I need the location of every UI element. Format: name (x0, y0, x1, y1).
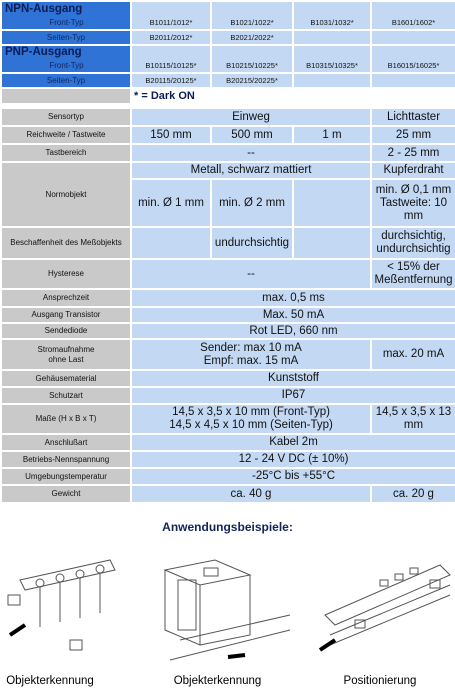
cell: min. Ø 2 mm (210, 178, 294, 228)
cell: 14,5 x 3,5 x 13 mm (370, 403, 455, 435)
row-label: Gehäusematerial (0, 369, 132, 388)
cell-line: 14,5 x 3,5 x 10 mm (Front-Typ) (172, 406, 330, 418)
header-sub: Seiten-Typ (0, 29, 132, 46)
cell: Rot LED, 660 nm (130, 322, 455, 340)
caption: Objekterkennung (173, 675, 262, 687)
cell-line: Empf: max. 15 mA (203, 354, 299, 367)
header-title: NPN-Ausgang (5, 2, 83, 15)
cell: max. 20 mA (370, 338, 455, 371)
row-label: Reichweite / Tastweite (0, 125, 132, 145)
cell: < 15% der Meßentfernung (370, 258, 455, 290)
part-no: B16015/16025* (370, 44, 455, 74)
cell: Max. 50 mA (130, 306, 455, 324)
header-title: PNP-Ausgang (5, 46, 82, 58)
row-label: Ausgang Transistor (0, 306, 132, 324)
header-cell: NPN-Ausgang Front-Typ (0, 0, 132, 31)
cell: 2 - 25 mm (370, 143, 455, 163)
row-label: Ansprechzeit (0, 288, 132, 308)
part-no: B20215/20225* (210, 72, 294, 89)
part-no: B1601/1602* (370, 0, 455, 31)
cell: -- (130, 143, 372, 163)
row-label: Beschaffenheit des Meßobjekts (0, 226, 132, 260)
cell: 150 mm (130, 125, 212, 145)
header-sub: Seiten-Typ (0, 72, 132, 89)
examples-title: Anwendungsbeispiele: (162, 520, 293, 534)
row-label: Maße (H x B x T) (0, 403, 132, 435)
cell: Einweg (130, 107, 372, 127)
part-no: B2021/2022* (210, 29, 294, 46)
row-label: Gewicht (0, 484, 132, 504)
part-no: B10115/10125* (130, 44, 212, 74)
cell: durchsichtig, undurchsichtig (370, 226, 455, 260)
examples-illustrations (7, 559, 451, 661)
row-label: Stromaufnahme ohne Last (0, 338, 132, 371)
cell: Metall, schwarz mattiert (130, 161, 372, 180)
cell: max. 0,5 ms (130, 288, 455, 308)
cell: -25°C bis +55°C (130, 467, 455, 486)
header-sub: Front-Typ (49, 17, 84, 27)
cell: min. Ø 0,1 mm Tastweite: 10 mm (370, 178, 455, 228)
cell: 500 mm (210, 125, 294, 145)
row-label: Schutzart (0, 386, 132, 405)
cell: Sender: max 10 mA Empf: max. 15 mA (130, 338, 372, 371)
cell: Kabel 2m (130, 433, 455, 452)
caption: Positionierung (343, 675, 417, 687)
row-label: Sensortyp (0, 107, 132, 127)
cell-line: 14,5 x 4,5 x 10 mm (Seiten-Typ) (169, 419, 333, 431)
row-label: Umgebungstemperatur (0, 467, 132, 486)
spec-table: NPN-Ausgang Front-Typ B1011/1012* B1021/10… (0, 0, 455, 504)
cell-line: Sender: max 10 mA (200, 341, 302, 354)
row-label: Sendediode (0, 322, 132, 340)
header-cell: PNP-Ausgang Front-Typ (0, 44, 132, 74)
part-no: B1021/1022* (210, 0, 294, 31)
cell: ca. 40 g (130, 484, 372, 504)
cell: 25 mm (370, 125, 455, 145)
note: * = Dark ON (130, 87, 455, 105)
cell: IP67 (130, 386, 455, 405)
part-no: B10315/10325* (292, 44, 372, 74)
row-label: Tastbereich (0, 143, 132, 163)
cell: Kupferdraht (370, 161, 455, 180)
header-sub: Front-Typ (49, 61, 84, 70)
cell: Lichttaster (370, 107, 455, 127)
cell: undurchsichtig (210, 226, 294, 260)
illustration (7, 559, 451, 661)
cell: Kunststoff (130, 369, 455, 388)
row-label: Betriebs-Nennspannung (0, 450, 132, 469)
row-label: Normobjekt (0, 161, 132, 228)
cell: 1 m (292, 125, 372, 145)
row-label: Hysterese (0, 258, 132, 290)
part-no: B1031/1032* (292, 0, 372, 31)
cell: ca. 20 g (370, 484, 455, 504)
part-no: B2011/2012* (130, 29, 212, 46)
part-no: B10215/10225* (210, 44, 294, 74)
caption: Objekterkennung (6, 675, 94, 687)
cell: min. Ø 1 mm (130, 178, 212, 228)
cell: 12 - 24 V DC (± 10%) (130, 450, 455, 469)
part-no: B1011/1012* (130, 0, 212, 31)
cell: 14,5 x 3,5 x 10 mm (Front-Typ) 14,5 x 4,5… (130, 403, 372, 435)
part-no: B20115/20125* (130, 72, 212, 89)
cell: -- (130, 258, 372, 290)
row-label: Anschlußart (0, 433, 132, 452)
